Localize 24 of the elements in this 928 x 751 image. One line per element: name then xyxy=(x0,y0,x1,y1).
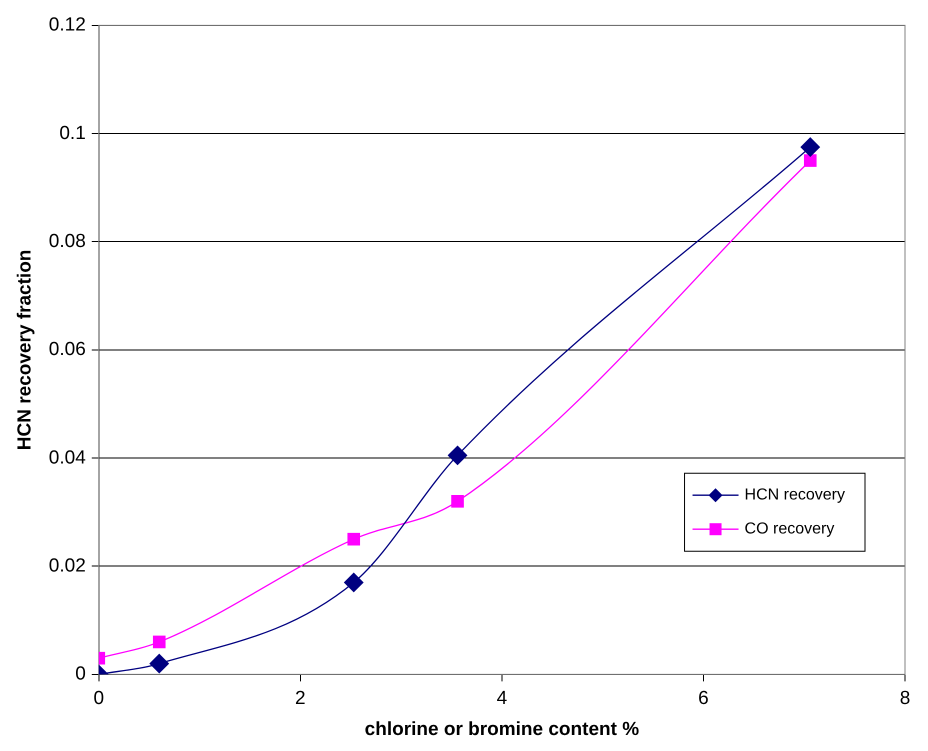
x-tick-label: 2 xyxy=(295,688,306,710)
x-tick-label: 0 xyxy=(93,688,104,710)
y-tick-label: 0.06 xyxy=(48,339,86,360)
x-tick-label: 8 xyxy=(900,688,910,710)
point xyxy=(804,154,817,167)
point xyxy=(448,446,468,466)
y-tick-label: 0.04 xyxy=(48,447,86,468)
point xyxy=(451,495,464,508)
y-tick-label: 0 xyxy=(75,664,86,685)
point xyxy=(344,572,364,592)
x-tick-label: 6 xyxy=(698,688,709,710)
legend-label: CO recovery xyxy=(744,520,834,538)
y-axis-title: HCN recovery fraction xyxy=(14,250,36,450)
point xyxy=(150,654,169,674)
x-tick-label: 4 xyxy=(496,688,508,710)
y-tick-label: 0.08 xyxy=(48,230,86,252)
point xyxy=(152,636,166,648)
legend-label: HCN recovery xyxy=(744,486,846,504)
y-tick-label: 0.12 xyxy=(48,14,86,36)
y-tick-label: 0.1 xyxy=(59,122,86,144)
y-tick-label: 0.02 xyxy=(48,555,86,576)
point xyxy=(347,532,360,546)
point xyxy=(800,137,820,157)
x-axis-title: chlorine or bromine content % xyxy=(364,718,640,740)
